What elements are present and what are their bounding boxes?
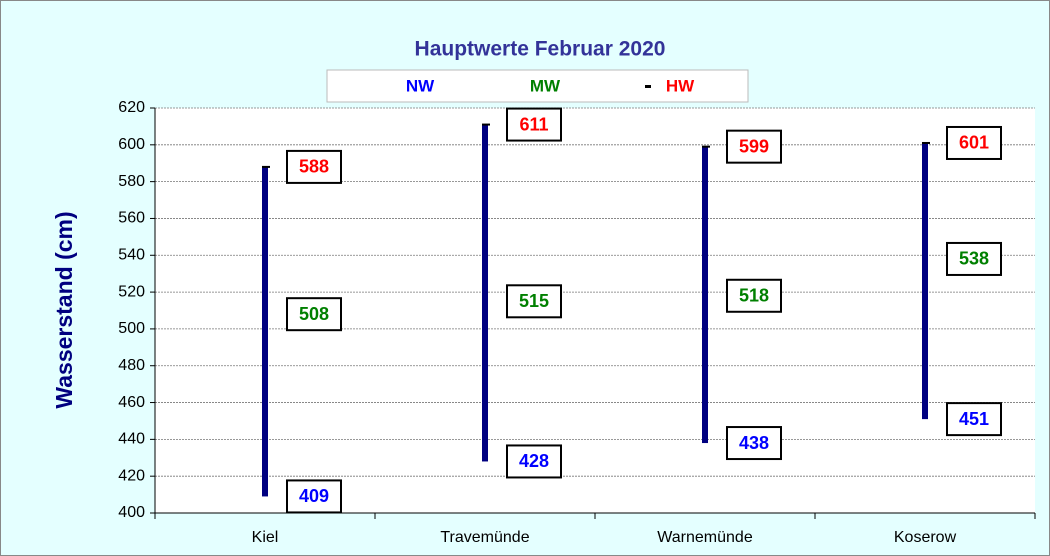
high-marker — [262, 165, 270, 168]
range-bar — [262, 166, 268, 497]
value-label: 438 — [739, 433, 769, 453]
high-marker — [482, 123, 490, 126]
value-label: 451 — [959, 409, 989, 429]
value-label: 409 — [299, 486, 329, 506]
value-label-box — [286, 297, 342, 332]
y-tick-label: 420 — [118, 467, 145, 484]
legend-label: NW — [406, 76, 435, 95]
value-label: 611 — [519, 114, 548, 134]
value-label-box — [946, 241, 1002, 276]
value-label: 515 — [519, 291, 549, 311]
legend — [326, 69, 749, 103]
legend-label: HW — [666, 76, 695, 95]
y-tick-label: 520 — [118, 283, 145, 300]
value-label-box — [726, 129, 782, 164]
y-tick-label: 620 — [118, 99, 145, 116]
high-marker — [922, 141, 930, 144]
value-label-box — [506, 107, 562, 142]
value-label: 538 — [959, 249, 989, 269]
value-label-box — [506, 444, 562, 479]
legend-marker — [645, 85, 651, 88]
value-label-box — [506, 284, 562, 319]
value-label: 599 — [739, 136, 769, 156]
y-axis-label: Wasserstand (cm) — [51, 211, 77, 408]
y-tick-label: 480 — [118, 357, 145, 374]
value-label: 508 — [299, 304, 329, 324]
y-tick-label: 440 — [118, 431, 145, 448]
x-tick-label: Warnemünde — [657, 529, 753, 546]
range-bar — [482, 124, 488, 462]
y-tick-label: 540 — [118, 246, 145, 263]
value-label: 518 — [739, 286, 769, 306]
value-label-box — [726, 278, 782, 313]
range-bar — [702, 146, 708, 444]
y-tick-label: 500 — [118, 320, 145, 337]
x-tick-label: Koserow — [894, 529, 957, 546]
value-label: 428 — [519, 451, 549, 471]
value-label: 601 — [959, 133, 989, 153]
value-label-box — [726, 426, 782, 461]
y-tick-label: 400 — [118, 504, 145, 521]
chart-title: Hauptwerte Februar 2020 — [415, 38, 666, 61]
x-tick-label: Travemünde — [440, 529, 529, 546]
value-label-box — [286, 479, 342, 514]
value-label-box — [946, 125, 1002, 160]
y-tick-label: 580 — [118, 173, 145, 190]
y-tick-label: 560 — [118, 210, 145, 227]
high-marker — [702, 145, 710, 148]
y-tick-label: 460 — [118, 394, 145, 411]
y-tick-label: 600 — [118, 136, 145, 153]
value-label-box — [286, 149, 342, 184]
value-label: 588 — [299, 157, 329, 177]
x-tick-label: Kiel — [252, 529, 279, 546]
range-bar — [922, 142, 928, 420]
value-label-box — [946, 402, 1002, 437]
legend-label: MW — [530, 76, 561, 95]
